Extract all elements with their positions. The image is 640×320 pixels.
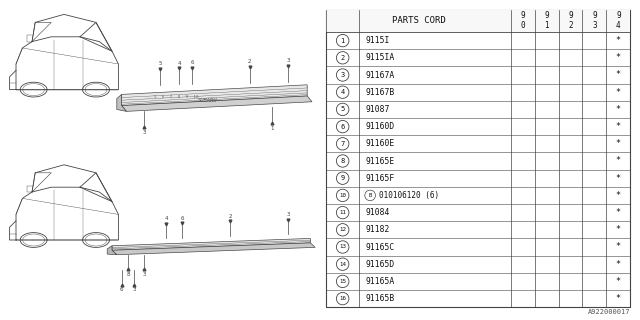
Text: *: * xyxy=(616,294,621,303)
Text: 4: 4 xyxy=(340,89,345,95)
Text: 4: 4 xyxy=(164,216,168,221)
Text: 91182: 91182 xyxy=(365,225,390,234)
Text: 91167B: 91167B xyxy=(365,88,394,97)
Text: *: * xyxy=(616,105,621,114)
Text: *: * xyxy=(616,88,621,97)
Text: 9
3: 9 3 xyxy=(592,11,596,30)
Text: 3: 3 xyxy=(132,287,136,292)
Text: SUBARU: SUBARU xyxy=(198,98,218,103)
Text: 3: 3 xyxy=(142,272,146,277)
Text: 3: 3 xyxy=(340,72,345,78)
Text: 11: 11 xyxy=(339,210,346,215)
Text: 2: 2 xyxy=(340,55,345,61)
Text: 010106120 (6): 010106120 (6) xyxy=(379,191,439,200)
Text: 6: 6 xyxy=(340,124,345,130)
Text: 91087: 91087 xyxy=(365,105,390,114)
Text: 6: 6 xyxy=(180,216,184,221)
Text: 8: 8 xyxy=(126,272,130,277)
Text: 91165B: 91165B xyxy=(365,294,394,303)
Text: B: B xyxy=(369,193,372,198)
Text: 5: 5 xyxy=(158,61,162,66)
Text: *: * xyxy=(616,277,621,286)
Polygon shape xyxy=(116,94,127,111)
Text: *: * xyxy=(616,70,621,79)
Text: 9
0: 9 0 xyxy=(520,11,525,30)
Text: 6: 6 xyxy=(190,60,194,65)
Text: 2: 2 xyxy=(228,214,232,219)
Text: 9115IA: 9115IA xyxy=(365,53,394,62)
Text: 7: 7 xyxy=(340,141,345,147)
Text: 5: 5 xyxy=(340,106,345,112)
Text: *: * xyxy=(616,191,621,200)
Polygon shape xyxy=(112,243,315,255)
Text: *: * xyxy=(616,225,621,234)
Text: *: * xyxy=(616,139,621,148)
Polygon shape xyxy=(122,85,307,106)
Text: 91160D: 91160D xyxy=(365,122,394,131)
Text: 1: 1 xyxy=(340,37,345,44)
Text: 9
4: 9 4 xyxy=(616,11,621,30)
Text: 3: 3 xyxy=(286,58,290,63)
Text: 5  6  7  8  9  10: 5 6 7 8 9 10 xyxy=(154,95,198,99)
Text: *: * xyxy=(616,260,621,269)
Text: *: * xyxy=(616,243,621,252)
Text: 10: 10 xyxy=(339,193,346,198)
Text: 91165E: 91165E xyxy=(365,156,394,165)
Text: *: * xyxy=(616,208,621,217)
Text: 8: 8 xyxy=(340,158,345,164)
Text: 91165A: 91165A xyxy=(365,277,394,286)
Text: *: * xyxy=(616,36,621,45)
Text: 91160E: 91160E xyxy=(365,139,394,148)
Text: 3: 3 xyxy=(286,212,290,217)
Text: *: * xyxy=(616,156,621,165)
Text: 91165C: 91165C xyxy=(365,243,394,252)
Text: 3: 3 xyxy=(142,130,146,135)
Text: 91167A: 91167A xyxy=(365,70,394,79)
Text: 13: 13 xyxy=(339,244,346,250)
Polygon shape xyxy=(108,246,116,255)
Text: *: * xyxy=(616,53,621,62)
Text: 9
1: 9 1 xyxy=(544,11,549,30)
Text: 9
2: 9 2 xyxy=(568,11,573,30)
Text: 9: 9 xyxy=(340,175,345,181)
Text: A922000017: A922000017 xyxy=(588,309,630,315)
Text: 12: 12 xyxy=(339,227,346,232)
Text: 4: 4 xyxy=(177,60,181,66)
Text: 91165F: 91165F xyxy=(365,174,394,183)
Text: 15: 15 xyxy=(339,279,346,284)
Text: 9115I: 9115I xyxy=(365,36,390,45)
Text: 2: 2 xyxy=(248,59,252,64)
Text: PARTS CORD: PARTS CORD xyxy=(392,16,445,25)
Text: 6: 6 xyxy=(120,287,124,292)
Polygon shape xyxy=(112,238,310,250)
Bar xyxy=(326,10,630,32)
Text: 1: 1 xyxy=(270,126,274,131)
Text: 91084: 91084 xyxy=(365,208,390,217)
Text: 91165D: 91165D xyxy=(365,260,394,269)
Text: *: * xyxy=(616,122,621,131)
Text: *: * xyxy=(616,174,621,183)
Polygon shape xyxy=(122,96,312,111)
Text: 16: 16 xyxy=(339,296,346,301)
Text: 14: 14 xyxy=(339,262,346,267)
